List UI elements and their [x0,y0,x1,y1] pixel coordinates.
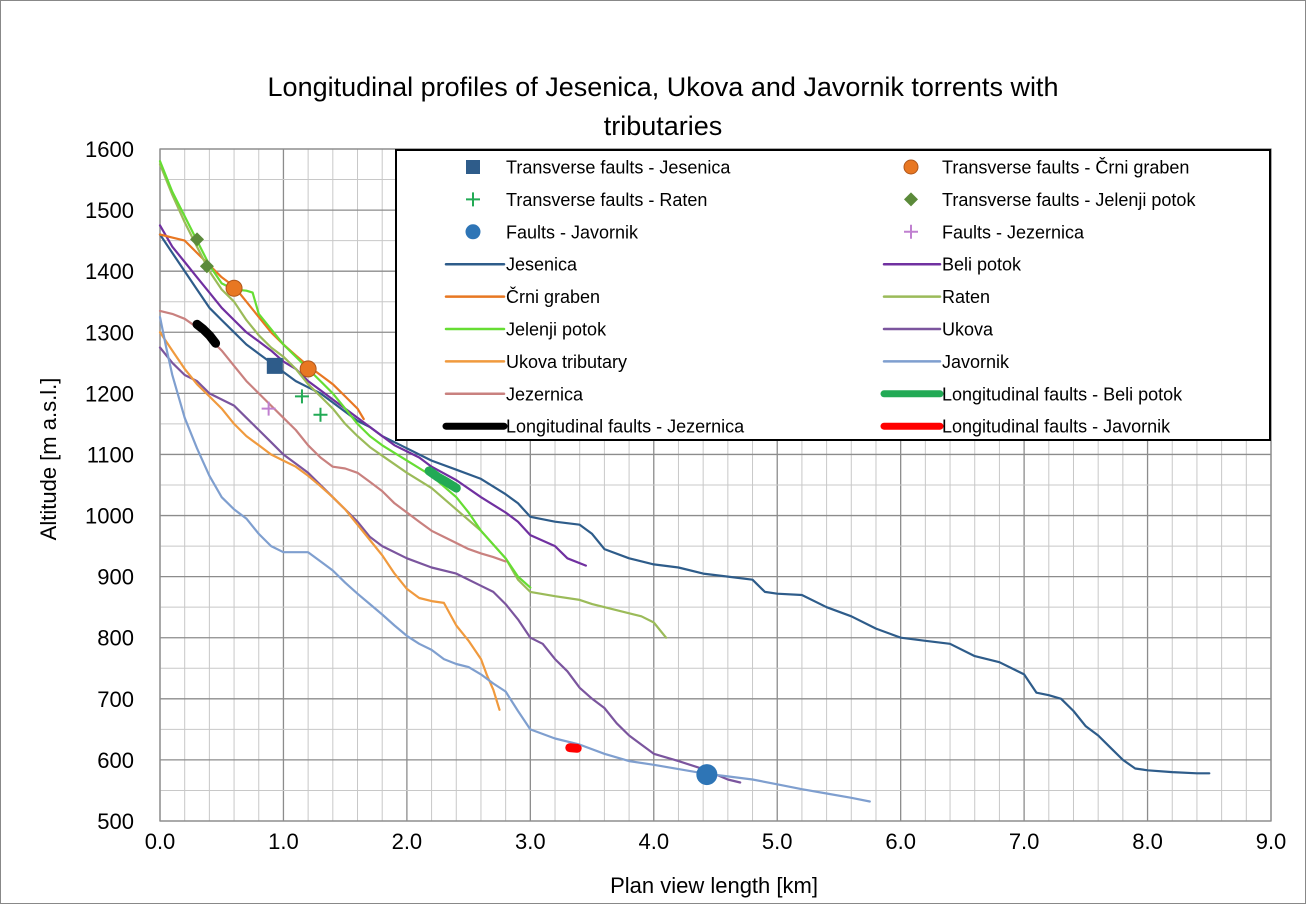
legend-label-jesenica: Jesenica [506,255,578,275]
y-axis-label: Altitude [m a.s.l.] [36,378,61,541]
point-transverse-faults-crni-graben [299,360,317,378]
y-tick-label: 500 [97,809,134,834]
x-tick-label: 1.0 [268,829,299,854]
series-line-jelenji-potok [158,160,532,589]
x-tick-label: 6.0 [885,829,916,854]
y-tick-label: 1100 [87,442,134,467]
legend-label-beli-potok: Beli potok [942,255,1022,275]
series-line-longitudinal-faults-beli-potok [424,466,461,493]
point-transverse-faults-crni-graben [225,279,243,297]
series-line-ukova-tributary [158,331,501,711]
legend: Transverse faults - Jesenica Transverse f… [395,149,1271,441]
chart-title-continued: tributaries [604,111,723,141]
legend-swatch-transverse-faults-crni-graben [903,159,919,175]
x-tick-label: 9.0 [1256,829,1287,854]
legend-label-ukova-tributary: Ukova tributary [506,352,627,372]
legend-swatch-transverse-faults-jesenica [466,160,480,174]
legend-label-transverse-faults-jelenji-potok: Transverse faults - Jelenji potok [942,190,1196,210]
y-tick-label: 1600 [85,137,134,162]
x-tick-label: 8.0 [1132,829,1163,854]
legend-swatch-transverse-faults-raten [466,192,480,207]
legend-label-javornik: Javornik [942,352,1010,372]
x-tick-label: 2.0 [392,829,423,854]
point-transverse-faults-raten [313,407,328,422]
y-tick-label: 1200 [85,381,134,406]
x-tick-label: 4.0 [638,829,669,854]
legend-label-transverse-faults-jesenica: Transverse faults - Jesenica [506,158,731,178]
y-tick-label: 900 [97,565,134,590]
point-transverse-faults-jelenji-potok [199,259,214,274]
y-tick-label: 600 [97,748,134,773]
point-faults-jezernica [261,401,276,416]
grid [159,148,1272,822]
y-tick-label: 700 [97,687,134,712]
series-line-crni-graben [158,233,365,421]
legend-swatch-transverse-faults-jelenji-potok [904,192,918,207]
legend-label-crni-graben: Črni graben [506,286,600,307]
y-tick-label: 1400 [85,259,134,284]
legend-swatch-faults-javornik [465,224,481,240]
series-line-longitudinal-faults-jezernica [192,319,221,348]
point-transverse-faults-jelenji-potok [190,232,205,247]
x-tick-label: 7.0 [1009,829,1040,854]
series-line-javornik [158,315,871,803]
legend-label-faults-javornik: Faults - Javornik [506,222,639,242]
legend-box [395,149,1271,441]
tick-labels: 0.0 1.0 2.0 3.0 4.0 5.0 6.0 7.0 8.0 9.0 500 600 700 8… [85,137,1286,854]
legend-label-jelenji-potok: Jelenji potok [506,320,607,340]
legend-swatch-faults-jezernica [904,224,918,239]
chart-title: Longitudinal profiles of Jesenica, Ukova… [268,72,1059,102]
point-transverse-faults-jesenica [266,357,283,374]
series-layer [158,160,1211,803]
legend-label-raten: Raten [942,287,990,307]
series-line-longitudinal-faults-javornik [565,743,582,753]
x-tick-label: 3.0 [515,829,546,854]
series-line-raten [158,163,668,639]
legend-label-transverse-faults-crni-graben: Transverse faults - Črni graben [942,157,1189,178]
y-tick-label: 1300 [85,320,134,345]
x-tick-label: 5.0 [762,829,793,854]
y-tick-label: 1000 [85,504,134,529]
legend-label-longitudinal-faults-javornik: Longitudinal faults - Javornik [942,417,1171,437]
legend-label-faults-jezernica: Faults - Jezernica [942,222,1085,242]
legend-label-jezernica: Jezernica [506,384,584,404]
series-line-ukova [158,346,742,784]
point-transverse-faults-raten [294,389,309,404]
x-tick-label: 0.0 [145,829,176,854]
point-faults-javornik [696,764,718,786]
legend-label-transverse-faults-raten: Transverse faults - Raten [506,190,707,210]
legend-label-longitudinal-faults-jezernica: Longitudinal faults - Jezernica [506,417,745,437]
legend-label-longitudinal-faults-beli-potok: Longitudinal faults - Beli potok [942,384,1183,404]
y-tick-label: 1500 [85,198,134,223]
legend-label-ukova: Ukova [942,320,994,340]
x-axis-label: Plan view length [km] [610,873,818,898]
series-line-jesenica [158,233,1211,775]
y-tick-label: 800 [97,626,134,651]
